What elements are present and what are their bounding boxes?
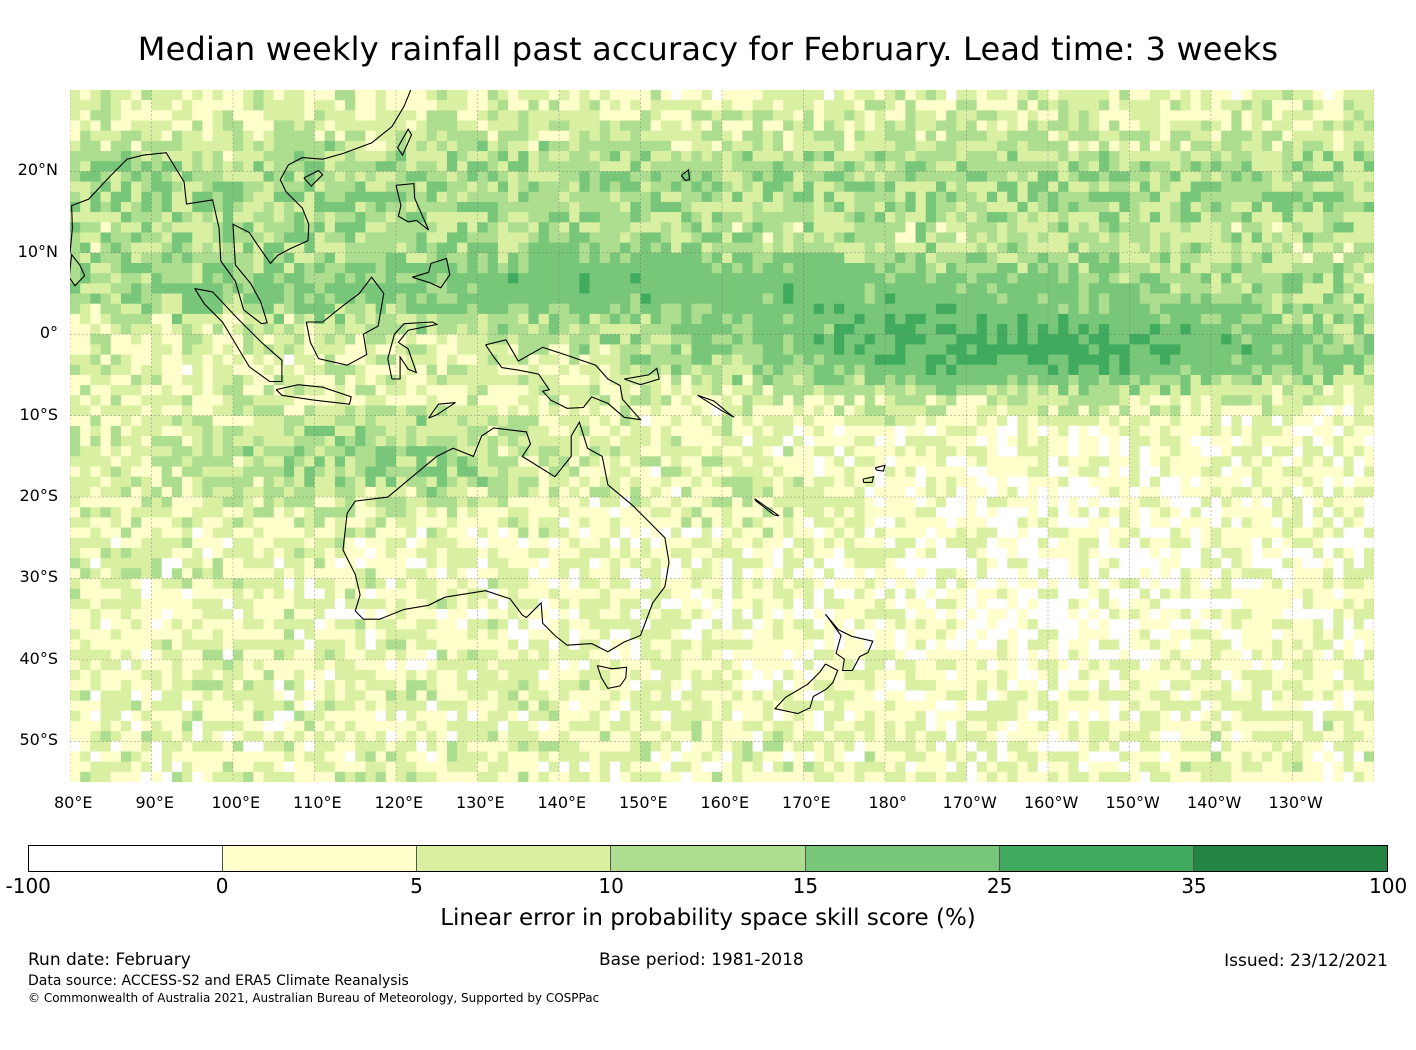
- fiji-coast: [862, 475, 875, 483]
- colorbar-segment: [611, 846, 806, 871]
- copyright: © Commonwealth of Australia 2021, Austra…: [28, 991, 600, 1005]
- lon-label: 120°E: [374, 793, 424, 812]
- lon-label: 80°E: [54, 793, 93, 812]
- colorbar-segment: [999, 846, 1194, 871]
- lat-label: 20°S: [19, 486, 58, 506]
- colorbar-tick-label: 15: [792, 874, 819, 898]
- skill-score-map: [70, 90, 1374, 782]
- colorbar-tick-label: 100: [1369, 874, 1408, 898]
- lon-label: 140°W: [1187, 793, 1242, 812]
- lon-label: 160°W: [1024, 793, 1079, 812]
- hawaii-coast: [680, 168, 690, 182]
- colorbar-tick-label: 35: [1181, 874, 1207, 898]
- lon-label: 150°W: [1105, 793, 1160, 812]
- colorbar-tick-label: 25: [986, 874, 1013, 898]
- lon-label: 160°E: [700, 793, 750, 812]
- colorbar-label: Linear error in probability space skill …: [440, 905, 976, 931]
- issued-date: Issued: 23/12/2021: [1224, 951, 1388, 971]
- lon-label: 170°E: [782, 793, 831, 812]
- timor-coast: [428, 402, 456, 419]
- lon-label: 130°E: [456, 793, 505, 812]
- coastlines: [70, 90, 886, 715]
- colorbar-tick-label: 10: [598, 874, 624, 898]
- hainan-coast: [303, 169, 324, 187]
- lon-label: 140°E: [537, 793, 587, 812]
- lat-label: 10°N: [17, 241, 58, 261]
- lat-label: 10°S: [19, 404, 58, 424]
- java-coast: [275, 384, 352, 405]
- mindanao-coast: [412, 257, 451, 289]
- colorbar-segment: [805, 846, 1000, 871]
- lat-label: 20°N: [17, 160, 58, 180]
- data-source: Data source: ACCESS-S2 and ERA5 Climate …: [28, 973, 409, 989]
- base-period: Base period: 1981-2018: [599, 950, 804, 970]
- colorbar-tick-label: 0: [215, 874, 229, 898]
- colorbar-segment: [223, 846, 418, 871]
- colorbar-tick-label: -100: [5, 874, 51, 898]
- bismarck-coast: [624, 367, 660, 386]
- lat-label: 0°: [39, 323, 58, 343]
- sulawesi-coast: [387, 321, 439, 380]
- graticule: [70, 90, 1374, 782]
- vanua-levu-coast: [874, 464, 886, 472]
- colorbar-segment: [1193, 846, 1387, 871]
- skill-score-grid: [70, 90, 1374, 782]
- solomon-coast: [697, 394, 735, 418]
- taiwan-coast: [397, 127, 413, 157]
- australia-coast: [342, 420, 670, 653]
- run-date: Run date: February: [28, 950, 191, 970]
- skill-score-map-svg: [70, 90, 1374, 782]
- new-guinea-coast: [485, 339, 642, 421]
- lat-label: 50°S: [19, 730, 58, 750]
- tasmania-coast: [596, 665, 628, 690]
- lon-label: 130°W: [1268, 793, 1323, 812]
- nz-south-coast: [773, 663, 839, 715]
- lon-label: 100°E: [211, 793, 261, 812]
- nz-north-coast: [825, 613, 874, 672]
- borneo-coast: [305, 276, 385, 366]
- colorbar-segment: [29, 846, 224, 871]
- lat-label: 30°S: [19, 567, 58, 587]
- colorbar-tick-label: 5: [410, 874, 423, 898]
- luzon-coast: [395, 182, 430, 231]
- colorbar: [28, 845, 1388, 872]
- lon-label: 110°E: [293, 793, 342, 812]
- new-caledonia-coast: [754, 498, 780, 517]
- lat-label: 40°S: [19, 648, 58, 668]
- lon-label: 150°E: [619, 793, 668, 812]
- colorbar-segment: [417, 846, 612, 871]
- lon-label: 90°E: [135, 793, 174, 812]
- sri-lanka-coast: [70, 253, 86, 287]
- sumatra-coast: [194, 288, 283, 383]
- lon-label: 170°W: [942, 793, 997, 812]
- lon-label: 180°: [868, 793, 908, 812]
- chart-title: Median weekly rainfall past accuracy for…: [137, 30, 1279, 68]
- mainland-asia-coast: [70, 90, 412, 325]
